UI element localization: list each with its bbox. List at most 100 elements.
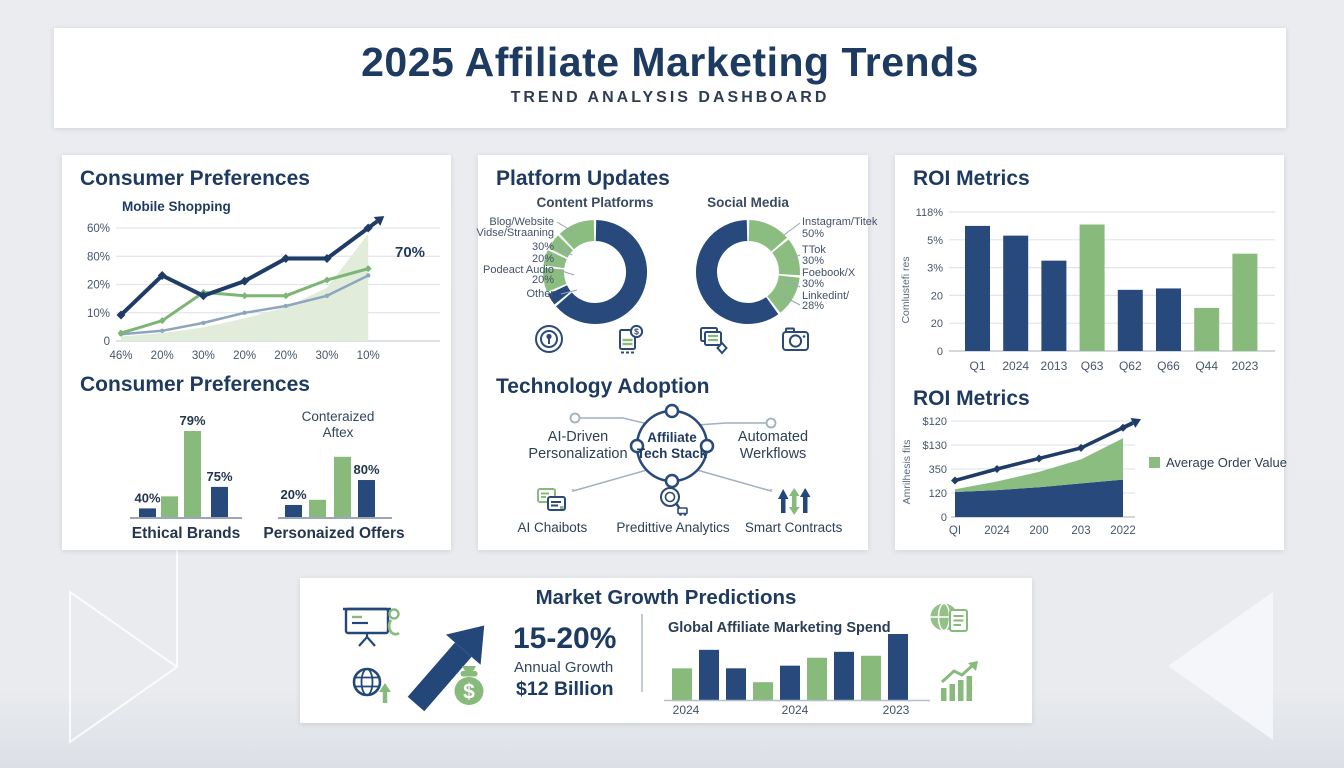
svg-text:79%: 79% (179, 413, 205, 428)
technology-adoption-heading: Technology Adoption (496, 375, 710, 398)
page-subtitle: TREND ANALYSIS DASHBOARD (510, 89, 830, 106)
market-growth-heading: Market Growth Predictions (535, 586, 797, 609)
roi-metrics-panel: ROI Metrics 118% 5% 3% 20 20 0 Comlustefi res Q… (895, 155, 1287, 550)
svg-text:60%: 60% (87, 223, 110, 235)
money-bag-icon: $ (454, 666, 484, 705)
svg-text:2024: 2024 (1002, 359, 1029, 373)
svg-text:Personaized Offers: Personaized Offers (263, 525, 404, 542)
dashboard-header: 2025 Affiliate Marketing Trends TREND AN… (54, 28, 1286, 128)
svg-text:Mobile Shopping: Mobile Shopping (122, 199, 231, 214)
tech-item-label: Smart Contracts (744, 520, 843, 535)
svg-text:3%: 3% (927, 263, 943, 275)
svg-text:2024: 2024 (673, 703, 700, 717)
svg-text:Instagram/Titek: Instagram/Titek (802, 216, 878, 228)
svg-text:80%: 80% (87, 251, 110, 263)
tech-item-analytics: Predittive Analytics (613, 485, 734, 535)
svg-text:30%: 30% (315, 350, 338, 362)
svg-text:203: 203 (1071, 525, 1090, 537)
svg-text:Q62: Q62 (1119, 359, 1142, 373)
svg-text:Podeact Audio: Podeact Audio (483, 264, 554, 276)
globe-doc-icon (930, 602, 968, 632)
svg-text:AI-Driven: AI-Driven (548, 429, 608, 445)
presentation-icon (343, 607, 400, 647)
svg-text:70%: 70% (395, 244, 425, 261)
svg-text:QI: QI (949, 525, 961, 537)
svg-text:10%: 10% (87, 308, 110, 320)
svg-text:10%: 10% (357, 350, 380, 362)
svg-text:Q1: Q1 (969, 359, 985, 373)
svg-text:Personalization: Personalization (528, 446, 627, 462)
svg-text:$: $ (463, 681, 475, 704)
globe-icon (352, 667, 391, 703)
svg-text:Social Media: Social Media (707, 195, 789, 210)
camera-icon (782, 327, 810, 351)
chatbot-icon (537, 488, 567, 511)
platform-donut-charts: Content Platforms Social Media Blog/Websit… (477, 195, 878, 324)
svg-text:Comlustefi res: Comlustefi res (900, 256, 912, 323)
svg-text:$130: $130 (923, 440, 947, 452)
triangle-outline-decor (69, 590, 179, 744)
svg-text:2023: 2023 (883, 703, 910, 717)
annual-growth-label: Annual Growth (514, 659, 614, 676)
svg-text:120: 120 (929, 488, 947, 500)
svg-text:Ethical Brands: Ethical Brands (132, 525, 241, 542)
roi-metrics-heading: ROI Metrics (913, 167, 1030, 190)
market-growth-panel: Market Growth Predictions $ 15-20% Annua… (300, 578, 1032, 723)
svg-text:$120: $120 (923, 416, 947, 428)
svg-text:20: 20 (931, 318, 943, 330)
svg-text:Aftex: Aftex (323, 425, 354, 440)
analytics-icon (660, 487, 688, 516)
svg-text:46%: 46% (109, 350, 132, 362)
mobile-shopping-line-chart: 60% 80% 20% 10% 0 46% 20% 30% 20% 20% 30% 10% Mobile… (87, 199, 440, 362)
svg-text:2013: 2013 (1041, 359, 1068, 373)
svg-text:30%: 30% (532, 241, 554, 253)
svg-text:80%: 80% (353, 462, 379, 477)
svg-text:2022: 2022 (1110, 525, 1136, 537)
svg-text:Affiliate: Affiliate (647, 430, 697, 445)
svg-text:0: 0 (941, 512, 947, 524)
svg-text:350: 350 (929, 464, 947, 476)
growth-arrow-icon (407, 625, 485, 712)
svg-text:20%: 20% (532, 253, 554, 265)
tech-item-label: AI Chaibots (517, 520, 588, 535)
svg-text:Foebook/X: Foebook/X (802, 267, 856, 279)
tech-items-row: AI Chaibots Predittive Analytics Smart C… (492, 485, 854, 535)
roi-quarterly-bar-chart: 118% 5% 3% 20 20 0 Comlustefi res Q1 2024 2013 Q63… (900, 207, 1275, 373)
svg-text:20%: 20% (87, 280, 110, 292)
svg-text:20%: 20% (233, 350, 256, 362)
market-spend-bar-chart: 2024 2024 2023 (664, 634, 930, 717)
svg-text:0: 0 (104, 336, 110, 348)
svg-text:28%: 28% (802, 300, 824, 312)
target-icon (534, 325, 563, 353)
svg-text:200: 200 (1029, 525, 1048, 537)
invoice-icon: $ (619, 324, 644, 354)
vertical-divider (641, 614, 643, 692)
svg-text:20%: 20% (280, 487, 306, 502)
svg-text:Linkedint/: Linkedint/ (802, 290, 850, 302)
svg-text:Other: Other (526, 288, 554, 300)
svg-text:30%: 30% (802, 278, 824, 290)
svg-text:Vidse/Straaning: Vidse/Straaning (477, 227, 554, 239)
svg-text:Content Platforms: Content Platforms (536, 195, 653, 210)
consumer-preferences-heading: Consumer Preferences (80, 167, 310, 190)
svg-text:20%: 20% (151, 350, 174, 362)
svg-text:30%: 30% (802, 255, 824, 267)
svg-text:20%: 20% (532, 274, 554, 286)
page-title: 2025 Affiliate Marketing Trends (361, 39, 979, 85)
svg-text:40%: 40% (134, 490, 160, 505)
svg-text:Blog/Website: Blog/Website (489, 216, 554, 228)
svg-text:20: 20 (931, 290, 943, 302)
tech-item-chatbots: AI Chaibots (492, 485, 613, 535)
svg-text:2024: 2024 (782, 703, 809, 717)
svg-text:Q63: Q63 (1081, 359, 1104, 373)
svg-text:118%: 118% (916, 207, 944, 219)
svg-text:75%: 75% (206, 469, 232, 484)
svg-text:20%: 20% (274, 350, 297, 362)
platform-updates-panel: Platform Updates Content Platforms Social… (477, 155, 878, 550)
svg-text:5%: 5% (927, 235, 943, 247)
consumer-bars-chart: 40% 79% 75% Ethical Brands 20% 80% Personaized… (130, 409, 405, 542)
svg-text:50%: 50% (802, 228, 824, 240)
billion-stat: $12 Billion (516, 678, 614, 700)
cards-icon (699, 327, 728, 355)
